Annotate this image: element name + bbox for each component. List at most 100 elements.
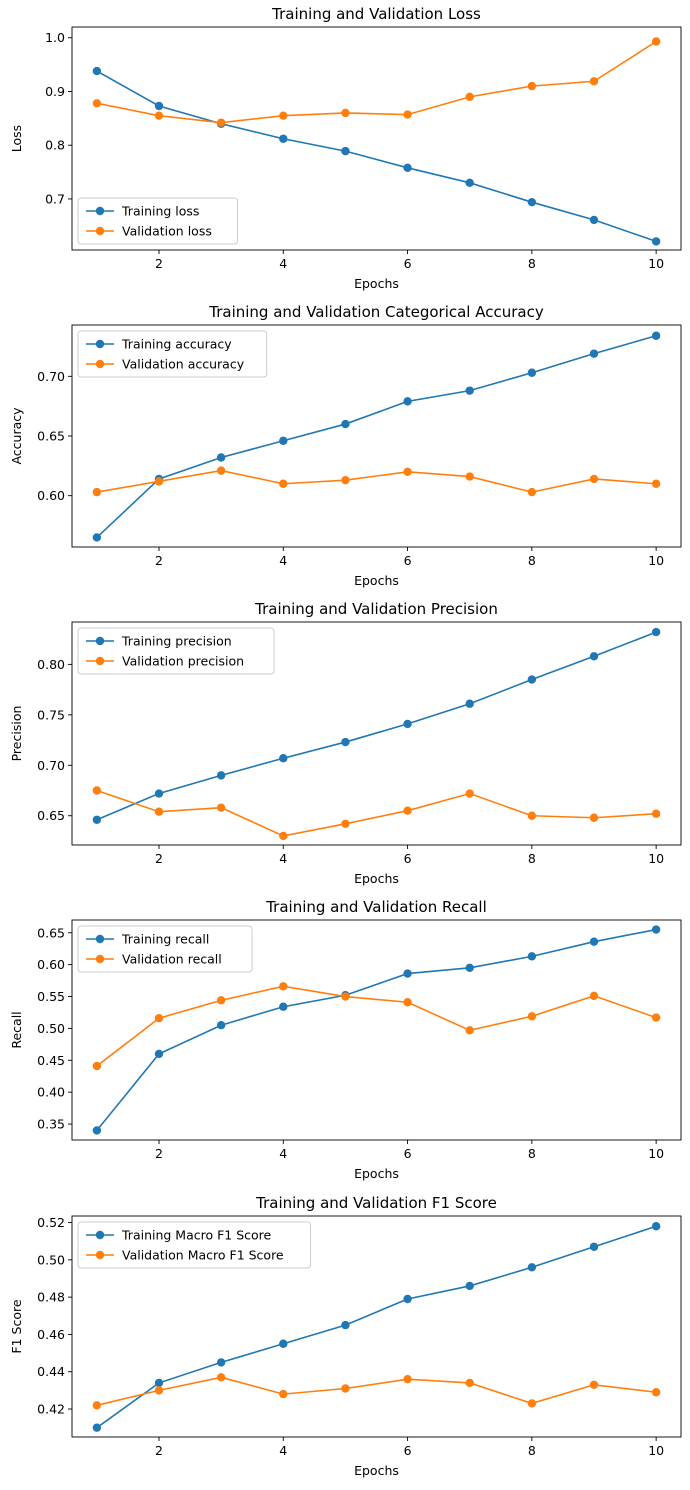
legend-label: Validation accuracy bbox=[122, 357, 245, 372]
x-tick-label: 10 bbox=[648, 851, 664, 866]
legend-marker bbox=[95, 636, 105, 646]
data-point-training bbox=[403, 397, 412, 406]
legend-marker bbox=[95, 656, 105, 666]
x-axis-label: Epochs bbox=[354, 1463, 399, 1478]
chart-panel-3: Training and Validation Precision 2 4 6 8 10 0… bbox=[9, 600, 682, 886]
y-tick-label: 0.50 bbox=[37, 1252, 65, 1267]
chart-panel-4: Training and Validation Recall 2 4 6 8 10 0.35… bbox=[9, 898, 682, 1181]
data-point-validation bbox=[216, 996, 226, 1005]
data-point-training bbox=[589, 349, 599, 358]
data-point-training bbox=[92, 66, 102, 76]
data-point-training bbox=[279, 754, 288, 763]
data-point-validation bbox=[341, 819, 350, 829]
chart-title: Training and Validation Categorical Accu… bbox=[208, 303, 544, 321]
data-point-training bbox=[216, 771, 226, 780]
data-point-training bbox=[341, 737, 350, 747]
data-point-training bbox=[154, 1049, 164, 1059]
data-point-training bbox=[92, 533, 102, 542]
data-point-validation bbox=[341, 108, 350, 118]
series-line-validation bbox=[96, 985, 657, 1067]
legend-label: Training precision bbox=[121, 634, 232, 649]
series-line-validation bbox=[96, 789, 657, 837]
chart-panel-2: Training and Validation Categorical Accu… bbox=[9, 303, 682, 588]
data-point-training bbox=[92, 1423, 102, 1432]
data-point-validation bbox=[589, 1380, 599, 1389]
data-point-training bbox=[279, 1002, 288, 1011]
data-point-validation bbox=[465, 789, 474, 798]
x-tick-label: 6 bbox=[404, 1443, 412, 1458]
x-tick-label: 8 bbox=[528, 1443, 536, 1458]
data-point-validation bbox=[465, 1378, 474, 1388]
x-tick-label: 8 bbox=[528, 851, 536, 866]
legend-label: Training Macro F1 Score bbox=[121, 1228, 272, 1243]
data-point-training bbox=[527, 1263, 537, 1272]
data-point-validation bbox=[92, 1061, 102, 1071]
y-axis-label: F1 Score bbox=[9, 1299, 24, 1353]
y-tick-label: 0.60 bbox=[37, 488, 65, 503]
y-tick-label: 0.7 bbox=[45, 191, 65, 206]
data-point-training bbox=[154, 1378, 164, 1388]
x-tick-label: 2 bbox=[155, 851, 163, 866]
y-tick-label: 0.50 bbox=[37, 1021, 65, 1036]
series-line-training bbox=[96, 631, 657, 821]
y-tick-label: 0.44 bbox=[37, 1364, 65, 1379]
data-point-training bbox=[465, 963, 474, 973]
legend-label: Validation Macro F1 Score bbox=[122, 1248, 284, 1263]
y-tick-label: 0.60 bbox=[37, 957, 65, 972]
axes-frame bbox=[71, 1215, 682, 1438]
x-tick-label: 10 bbox=[648, 256, 664, 271]
y-tick-label: 0.52 bbox=[37, 1215, 65, 1230]
data-point-validation bbox=[154, 807, 164, 816]
x-tick-label: 6 bbox=[404, 851, 412, 866]
legend: Training precision Validation precision bbox=[77, 627, 275, 675]
data-point-training bbox=[465, 386, 474, 395]
x-tick-label: 2 bbox=[155, 1443, 163, 1458]
x-tick-label: 4 bbox=[279, 1146, 287, 1161]
legend: Training loss Validation loss bbox=[77, 197, 238, 245]
data-point-validation bbox=[403, 1374, 412, 1384]
x-axis-label: Epochs bbox=[354, 276, 399, 291]
series-line-validation bbox=[96, 469, 657, 493]
x-tick-label: 2 bbox=[155, 1146, 163, 1161]
data-point-validation bbox=[341, 1384, 350, 1393]
y-axis-label: Recall bbox=[9, 1011, 24, 1048]
y-tick-label: 0.55 bbox=[37, 989, 65, 1004]
y-tick-label: 0.65 bbox=[37, 925, 65, 940]
x-axis-label: Epochs bbox=[354, 871, 399, 886]
data-point-validation bbox=[651, 37, 661, 46]
data-point-training bbox=[403, 163, 412, 172]
axes-frame bbox=[71, 26, 682, 251]
data-point-training bbox=[651, 627, 661, 637]
data-point-training bbox=[589, 1242, 599, 1251]
legend-box bbox=[77, 197, 238, 245]
y-tick-label: 0.65 bbox=[37, 808, 65, 823]
data-point-training bbox=[527, 368, 537, 377]
legend-label: Training recall bbox=[121, 932, 209, 947]
data-point-validation bbox=[92, 99, 102, 108]
x-axis-label: Epochs bbox=[354, 573, 399, 588]
x-tick-label: 4 bbox=[279, 256, 287, 271]
legend: Training Macro F1 Score Validation Macro … bbox=[77, 1221, 311, 1269]
series-line-training bbox=[96, 334, 657, 539]
y-tick-label: 0.70 bbox=[37, 758, 65, 773]
chart-title: Training and Validation Precision bbox=[254, 600, 498, 618]
data-point-validation bbox=[216, 118, 226, 127]
data-point-validation bbox=[527, 1399, 537, 1408]
data-point-validation bbox=[279, 831, 288, 841]
data-point-training bbox=[589, 215, 599, 225]
data-point-validation bbox=[651, 1388, 661, 1397]
y-axis-label: Loss bbox=[9, 125, 24, 152]
y-tick-label: 1.0 bbox=[45, 30, 65, 45]
legend-marker bbox=[95, 339, 105, 349]
legend-label: Validation recall bbox=[122, 952, 222, 967]
x-tick-label: 10 bbox=[648, 1443, 664, 1458]
chart-panel-5: Training and Validation F1 Score 2 4 6 8 10 0.… bbox=[9, 1194, 682, 1478]
x-tick-label: 6 bbox=[404, 256, 412, 271]
x-tick-label: 4 bbox=[279, 553, 287, 568]
legend-marker bbox=[95, 934, 105, 944]
x-tick-label: 10 bbox=[648, 1146, 664, 1161]
x-tick-label: 8 bbox=[528, 1146, 536, 1161]
legend-box bbox=[77, 330, 268, 378]
legend-box bbox=[77, 1221, 311, 1269]
data-point-training bbox=[403, 1294, 412, 1304]
